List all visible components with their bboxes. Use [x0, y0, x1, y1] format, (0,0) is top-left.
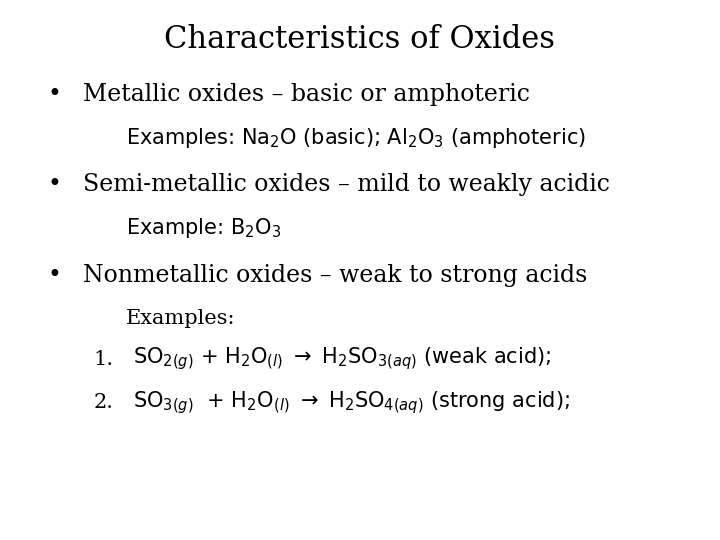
Text: Examples:: Examples:	[126, 309, 235, 328]
Text: Semi-metallic oxides – mild to weakly acidic: Semi-metallic oxides – mild to weakly ac…	[83, 173, 610, 196]
Text: Nonmetallic oxides – weak to strong acids: Nonmetallic oxides – weak to strong acid…	[83, 264, 588, 287]
Text: SO$_{2(g)}$ + H$_2$O$_{(l)}$ $\rightarrow$ H$_2$SO$_{3(aq)}$ (weak acid);: SO$_{2(g)}$ + H$_2$O$_{(l)}$ $\rightarro…	[133, 346, 552, 373]
Text: Examples: Na$_2$O (basic); Al$_2$O$_3$ (amphoteric): Examples: Na$_2$O (basic); Al$_2$O$_3$ (…	[126, 126, 586, 150]
Text: •: •	[47, 83, 61, 106]
Text: •: •	[47, 264, 61, 287]
Text: Example: B$_2$O$_3$: Example: B$_2$O$_3$	[126, 216, 282, 240]
Text: Metallic oxides – basic or amphoteric: Metallic oxides – basic or amphoteric	[83, 83, 530, 106]
Text: 2.: 2.	[94, 393, 114, 412]
Text: 1.: 1.	[94, 349, 114, 369]
Text: SO$_{3(g)}$  + H$_2$O$_{(l)}$ $\rightarrow$ H$_2$SO$_{4(aq)}$ (strong acid);: SO$_{3(g)}$ + H$_2$O$_{(l)}$ $\rightarro…	[133, 389, 570, 416]
Text: •: •	[47, 173, 61, 196]
Text: Characteristics of Oxides: Characteristics of Oxides	[164, 24, 556, 55]
